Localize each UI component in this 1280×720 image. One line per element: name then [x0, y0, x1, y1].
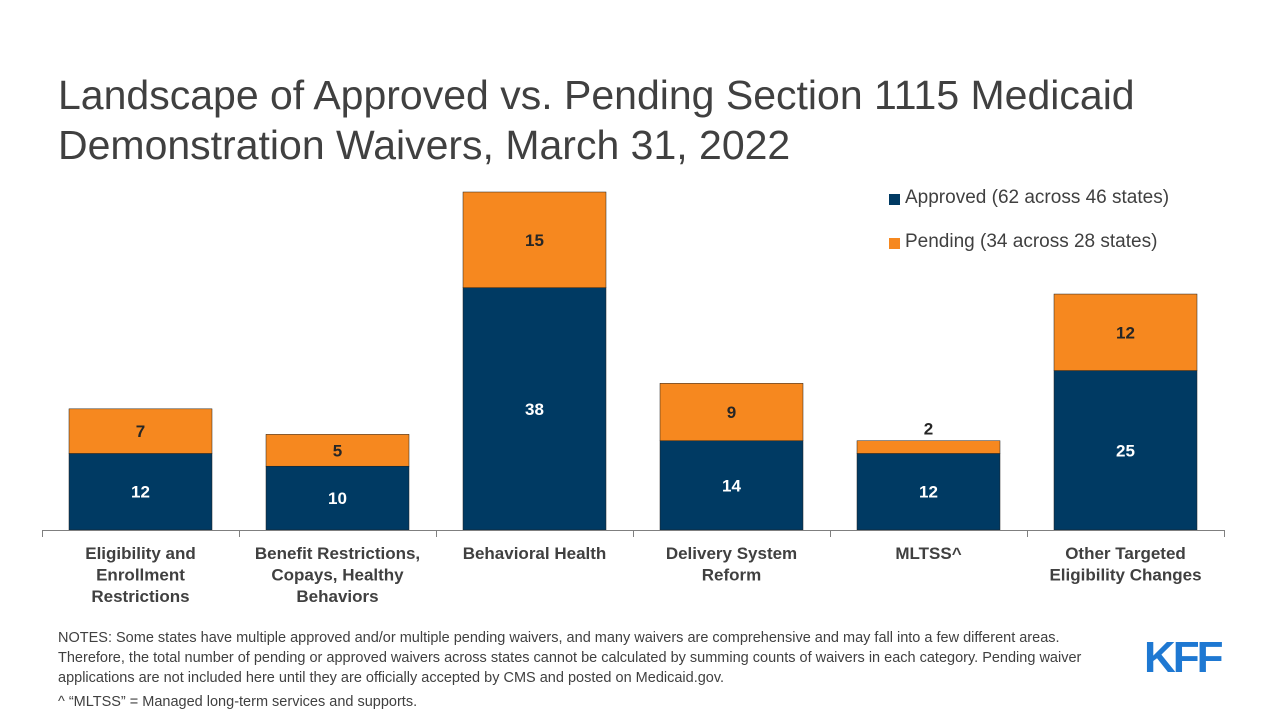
category-label: Delivery System — [666, 544, 797, 563]
category-label: Behaviors — [296, 587, 378, 606]
bar-approved — [265, 465, 410, 531]
chart-title: Landscape of Approved vs. Pending Sectio… — [58, 70, 1238, 170]
bar-approved — [659, 440, 804, 531]
data-label-approved: 10 — [328, 489, 347, 508]
category-label: Benefit Restrictions, — [255, 544, 420, 563]
bar-pending — [265, 434, 410, 467]
data-label-pending: 2 — [924, 420, 933, 439]
legend: Approved (62 across 46 states) Pending (… — [889, 186, 1249, 274]
legend-swatch-pending — [889, 238, 900, 249]
bar-pending — [1053, 293, 1198, 371]
category-label: Enrollment — [96, 566, 185, 585]
notes-text: NOTES: Some states have multiple approve… — [58, 630, 1082, 686]
category-label: Reform — [702, 566, 762, 585]
data-label-approved: 25 — [1116, 441, 1135, 460]
category-label: Eligibility and — [85, 544, 196, 563]
stacked-bar-chart: 12 7 10 5 38 15 14 9 12 2 25 12 Eligibility and Enro… — [42, 191, 1225, 606]
notes-section: NOTES: Some states have multiple approve… — [58, 628, 1128, 712]
category-label: Other Targeted — [1065, 544, 1186, 563]
category-labels: Eligibility and Enrollment Restrictions Ben… — [85, 544, 1201, 606]
footnote-text: ^ “MLTSS” = Managed long-term services a… — [58, 694, 418, 710]
kff-logo: KFF — [1144, 633, 1224, 682]
legend-label-pending: Pending (34 across 28 states) — [905, 231, 1158, 252]
data-label-pending: 5 — [333, 441, 342, 460]
category-label: Copays, Healthy — [271, 566, 404, 585]
bars-layer — [68, 191, 1198, 531]
data-label-approved: 38 — [525, 400, 544, 419]
data-label-approved: 12 — [919, 483, 938, 502]
chart-title-line-1: Landscape of Approved vs. Pending Sectio… — [58, 72, 1135, 118]
data-label-pending: 15 — [525, 231, 544, 250]
data-labels: 12 7 10 5 38 15 14 9 12 2 25 12 — [131, 231, 1135, 508]
category-label: Restrictions — [91, 587, 189, 606]
legend-item-pending: Pending (34 across 28 states) — [889, 230, 1249, 274]
x-axis-ticks — [42, 530, 1225, 537]
bar-pending — [68, 408, 213, 454]
data-label-pending: 12 — [1116, 323, 1135, 342]
category-label: Behavioral Health — [463, 544, 607, 563]
category-label: Eligibility Changes — [1049, 566, 1201, 585]
bar-pending — [462, 191, 607, 288]
data-label-approved: 14 — [722, 476, 741, 495]
legend-item-approved: Approved (62 across 46 states) — [889, 186, 1249, 230]
category-label: MLTSS^ — [895, 544, 961, 563]
chart-title-line-2: Demonstration Waivers, March 31, 2022 — [58, 122, 791, 168]
bar-approved — [1053, 370, 1198, 531]
bar-approved — [462, 287, 607, 531]
bar-approved — [68, 453, 213, 531]
data-label-pending: 7 — [136, 422, 145, 441]
legend-label-approved: Approved (62 across 46 states) — [905, 187, 1170, 208]
bar-pending — [856, 440, 1001, 454]
data-label-approved: 12 — [131, 483, 150, 502]
data-label-pending: 9 — [727, 403, 736, 422]
legend-swatch-approved — [889, 194, 900, 205]
bar-pending — [659, 383, 804, 441]
